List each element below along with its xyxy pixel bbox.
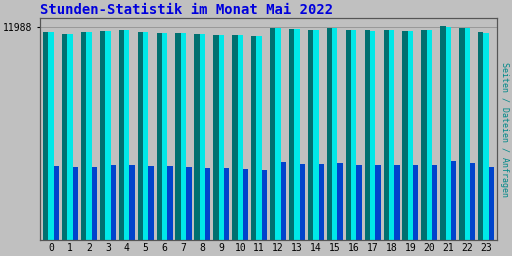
- Bar: [167, 166, 173, 240]
- Bar: [483, 33, 489, 240]
- Y-axis label: Seiten / Dateien / Anfragen: Seiten / Dateien / Anfragen: [500, 62, 509, 197]
- Bar: [73, 167, 78, 240]
- Bar: [337, 163, 343, 240]
- Bar: [119, 30, 124, 240]
- Bar: [464, 28, 470, 240]
- Bar: [200, 34, 205, 240]
- Bar: [365, 30, 370, 240]
- Bar: [100, 30, 105, 240]
- Bar: [130, 165, 135, 240]
- Bar: [413, 165, 418, 240]
- Bar: [232, 35, 238, 240]
- Bar: [92, 167, 97, 240]
- Bar: [111, 165, 116, 240]
- Bar: [408, 31, 413, 240]
- Bar: [489, 167, 494, 240]
- Bar: [81, 32, 87, 240]
- Bar: [124, 30, 130, 240]
- Bar: [402, 30, 408, 240]
- Bar: [49, 32, 54, 240]
- Bar: [148, 166, 154, 240]
- Bar: [87, 32, 92, 240]
- Bar: [243, 169, 248, 240]
- Bar: [238, 35, 243, 240]
- Bar: [426, 30, 432, 240]
- Bar: [214, 35, 219, 240]
- Bar: [375, 165, 380, 240]
- Bar: [62, 34, 68, 240]
- Bar: [389, 30, 394, 240]
- Bar: [143, 32, 148, 240]
- Bar: [332, 28, 337, 240]
- Bar: [308, 30, 313, 240]
- Bar: [275, 28, 281, 240]
- Bar: [181, 33, 186, 240]
- Bar: [257, 36, 262, 240]
- Bar: [262, 170, 267, 240]
- Bar: [186, 167, 191, 240]
- Bar: [251, 36, 257, 240]
- Bar: [138, 32, 143, 240]
- Bar: [370, 30, 375, 240]
- Bar: [224, 168, 229, 240]
- Bar: [440, 26, 445, 240]
- Bar: [313, 30, 318, 240]
- Bar: [289, 29, 294, 240]
- Bar: [176, 33, 181, 240]
- Bar: [394, 165, 399, 240]
- Bar: [43, 32, 49, 240]
- Bar: [281, 163, 286, 240]
- Bar: [383, 30, 389, 240]
- Bar: [294, 29, 300, 240]
- Bar: [346, 30, 351, 240]
- Bar: [105, 31, 111, 240]
- Bar: [205, 168, 210, 240]
- Bar: [327, 28, 332, 240]
- Bar: [470, 163, 475, 240]
- Bar: [270, 28, 275, 240]
- Text: Stunden-Statistik im Monat Mai 2022: Stunden-Statistik im Monat Mai 2022: [40, 3, 333, 17]
- Bar: [478, 32, 483, 240]
- Bar: [219, 35, 224, 240]
- Bar: [300, 164, 305, 240]
- Bar: [432, 165, 437, 240]
- Bar: [318, 164, 324, 240]
- Bar: [421, 30, 426, 240]
- Bar: [445, 27, 451, 240]
- Bar: [162, 33, 167, 240]
- Bar: [356, 165, 362, 240]
- Bar: [451, 161, 456, 240]
- Bar: [54, 166, 59, 240]
- Bar: [157, 33, 162, 240]
- Bar: [351, 30, 356, 240]
- Bar: [459, 28, 464, 240]
- Bar: [68, 34, 73, 240]
- Bar: [195, 34, 200, 240]
